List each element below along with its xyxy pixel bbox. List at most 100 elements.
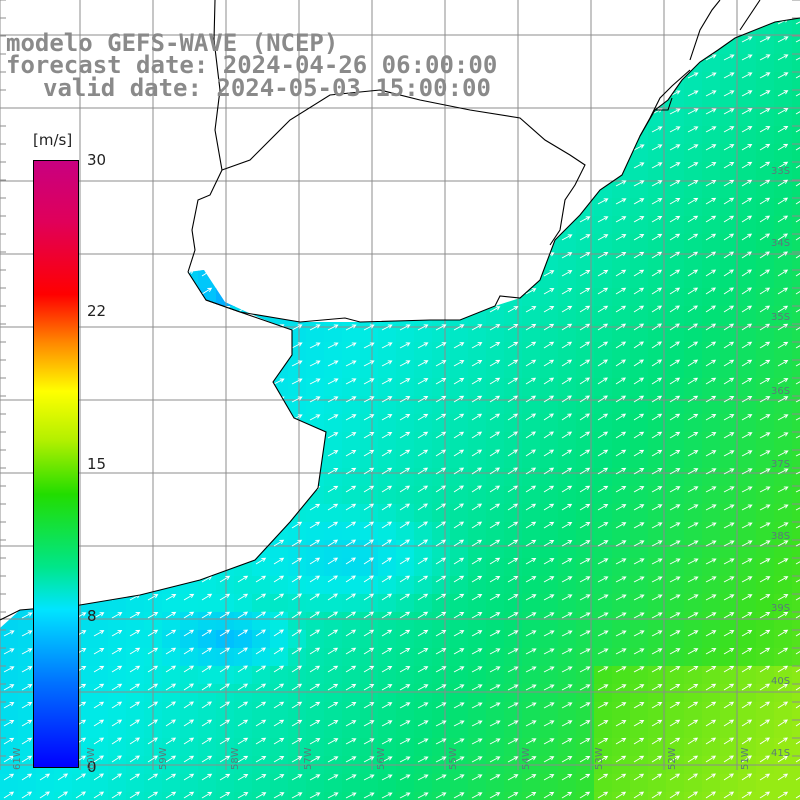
speed-cell	[540, 612, 559, 631]
speed-cell	[486, 774, 505, 793]
speed-cell	[684, 126, 703, 145]
speed-cell	[108, 126, 127, 145]
wind-arrow	[579, 594, 591, 601]
wind-arrow	[417, 648, 429, 655]
wind-arrow	[669, 773, 681, 781]
wind-arrow	[651, 18, 663, 25]
speed-cell	[576, 414, 595, 433]
wind-arrow	[615, 341, 627, 349]
wind-arrow	[543, 90, 555, 97]
wind-arrow	[453, 720, 465, 727]
speed-cell	[576, 360, 595, 379]
speed-cell	[270, 234, 289, 253]
wind-arrow	[723, 737, 735, 745]
speed-cell	[108, 720, 127, 739]
speed-cell	[558, 90, 577, 109]
speed-cell	[720, 108, 739, 127]
wind-arrow	[111, 144, 123, 151]
wind-arrow	[75, 18, 87, 25]
wind-arrow	[453, 521, 465, 529]
speed-cell	[774, 180, 793, 199]
speed-cell	[486, 198, 505, 217]
wind-arrow	[111, 251, 122, 259]
wind-arrow	[795, 701, 800, 709]
wind-arrow	[525, 234, 537, 241]
wind-arrow	[75, 108, 87, 115]
wind-arrow	[489, 413, 501, 421]
wind-arrow	[3, 522, 15, 529]
speed-cell	[90, 522, 109, 541]
speed-cell	[774, 522, 793, 541]
wind-arrow	[93, 791, 105, 799]
speed-cell	[360, 450, 379, 469]
speed-cell	[342, 234, 361, 253]
speed-cell	[756, 504, 775, 523]
wind-arrow	[237, 486, 249, 493]
speed-cell	[540, 540, 559, 559]
wind-arrow	[777, 197, 789, 205]
speed-cell	[414, 108, 433, 127]
speed-cell	[720, 360, 739, 379]
speed-cell	[522, 792, 541, 800]
speed-cell	[684, 144, 703, 163]
speed-cell	[36, 108, 55, 127]
speed-cell	[648, 396, 667, 415]
wind-arrow	[255, 774, 267, 781]
speed-cell	[522, 18, 541, 37]
wind-arrow	[417, 575, 429, 583]
wind-arrow	[147, 629, 159, 637]
speed-cell	[522, 108, 541, 127]
valid-date: valid date: 2024-05-03 15:00:00	[43, 74, 491, 102]
wind-arrow	[435, 539, 447, 547]
wind-arrow	[543, 270, 555, 277]
wind-arrow	[219, 233, 231, 241]
wind-arrow	[129, 378, 141, 385]
speed-cell	[180, 288, 199, 307]
speed-cell	[90, 270, 109, 289]
speed-cell	[666, 36, 685, 55]
wind-arrow	[129, 396, 141, 403]
speed-cell	[504, 270, 523, 289]
speed-cell	[198, 702, 217, 721]
wind-arrow	[759, 468, 771, 475]
wind-arrow	[615, 540, 627, 547]
speed-cell	[504, 18, 523, 19]
wind-arrow	[93, 665, 105, 673]
speed-cell	[162, 198, 181, 217]
speed-cell	[252, 360, 271, 379]
speed-cell	[486, 648, 505, 667]
speed-cell	[630, 36, 649, 55]
wind-arrow	[543, 648, 555, 655]
wind-arrow	[543, 306, 555, 313]
speed-cell	[648, 720, 667, 739]
speed-cell	[468, 738, 487, 757]
speed-cell	[666, 324, 685, 343]
speed-cell	[18, 684, 37, 703]
speed-cell	[576, 108, 595, 127]
speed-cell	[162, 432, 181, 451]
speed-cell	[432, 162, 451, 181]
speed-cell	[414, 270, 433, 289]
wind-arrow	[435, 144, 447, 151]
wind-arrow	[345, 342, 357, 349]
wind-arrow	[219, 269, 231, 277]
speed-cell	[648, 414, 667, 433]
wind-arrow	[237, 288, 249, 295]
wind-arrow	[561, 359, 573, 367]
speed-cell	[108, 360, 127, 379]
speed-cell	[792, 774, 800, 793]
speed-cell	[720, 702, 739, 721]
wind-arrow	[237, 504, 249, 511]
wind-arrow	[489, 449, 500, 457]
wind-arrow	[723, 269, 734, 277]
wind-arrow	[381, 467, 393, 475]
wind-arrow	[309, 161, 321, 169]
speed-cell	[684, 252, 703, 271]
wind-arrow	[723, 18, 735, 25]
speed-cell	[342, 198, 361, 217]
wind-arrow	[471, 557, 483, 565]
speed-cell	[234, 468, 253, 487]
speed-cell	[774, 396, 793, 415]
wind-arrow	[291, 450, 303, 457]
colorbar-tick-22: 22	[87, 302, 107, 320]
